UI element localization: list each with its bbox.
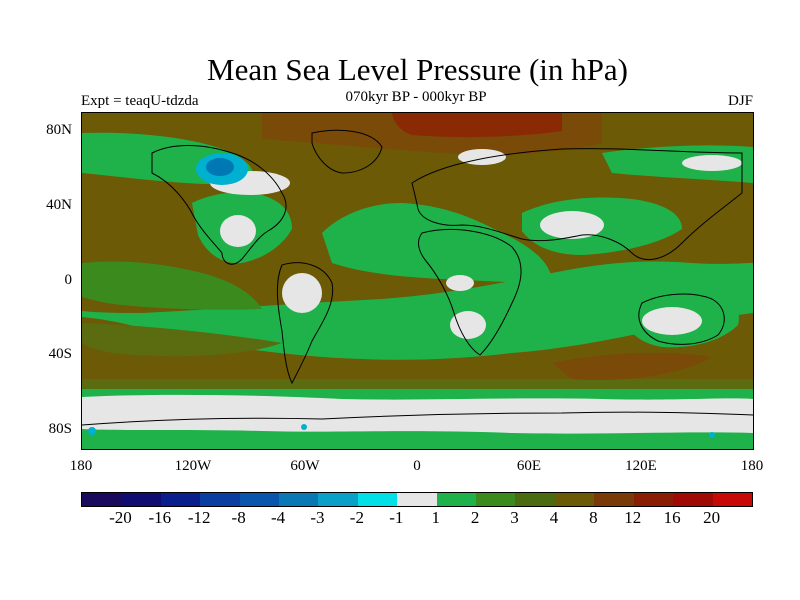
colorbar-segment (82, 493, 122, 506)
atlantic-green-tongue (322, 203, 552, 283)
colorbar-label: 2 (470, 508, 480, 527)
experiment-label: Expt = teaqU-tdzda (81, 93, 199, 109)
colorbar-segment (554, 493, 595, 506)
coast-south-america (276, 262, 334, 385)
coast-africa (418, 228, 522, 356)
coast-north-america (151, 145, 287, 265)
colorbar (81, 492, 753, 507)
colorbar-label: 12 (624, 508, 642, 527)
colorbar-label: 1 (431, 508, 440, 527)
neutral-patch-australia (642, 307, 702, 335)
neutral-patch-africa (450, 311, 486, 339)
lat-label-40s: 40S (48, 346, 72, 362)
colorbar-segment (594, 493, 634, 506)
colorbar-label: 3 (510, 508, 519, 527)
negative-patch-inner (206, 158, 234, 176)
arctic-rust (392, 113, 562, 138)
negative-patch-antarctic-3 (709, 432, 715, 438)
neutral-patch-asia (540, 211, 604, 239)
colorbar-label: -4 (270, 508, 286, 527)
neutral-patch-amazon (282, 273, 322, 313)
neutral-patch-northeast (682, 155, 742, 171)
negative-patch-antarctic-2 (301, 424, 307, 430)
lon-label-0: 0 (413, 458, 421, 474)
colorbar-label: -16 (148, 508, 172, 527)
lon-label-180w: 180 (69, 458, 93, 474)
colorbar-segment (357, 493, 398, 506)
colorbar-segment (515, 493, 555, 506)
northeast-green-arc (602, 145, 753, 183)
colorbar-label: 20 (703, 508, 721, 527)
colorbar-label: 8 (589, 508, 598, 527)
indian-brown (552, 352, 712, 381)
coast-greenland (311, 129, 383, 174)
colorbar-segment (633, 493, 674, 506)
colorbar-segment (712, 493, 752, 506)
colorbar-segment (239, 493, 280, 506)
southern-neutral-band (82, 394, 753, 434)
lat-label-40n: 40N (46, 197, 72, 213)
colorbar-segment (318, 493, 358, 506)
season-label: DJF (727, 93, 753, 109)
lon-label-120w: 120W (174, 458, 212, 474)
chart-title: Mean Sea Level Pressure (in hPa) (207, 52, 628, 87)
lon-label-120e: 120E (625, 458, 657, 474)
neutral-patch-mexico (220, 215, 256, 247)
lat-label-80s: 80S (48, 421, 72, 437)
colorbar-label: -20 (109, 508, 132, 527)
lon-label-180e: 180 (740, 458, 764, 474)
coastlines (82, 129, 753, 426)
coast-eurasia (411, 148, 743, 261)
colorbar-label: -2 (349, 508, 364, 527)
colorbar-label: 16 (663, 508, 681, 527)
colorbar-label: -12 (187, 508, 211, 527)
colorbar-label: -8 (231, 508, 246, 527)
colorbar-segment (476, 493, 516, 506)
colorbar-segment (121, 493, 161, 506)
negative-patch-antarctic-1 (88, 427, 96, 435)
colorbar-segment (279, 493, 319, 506)
lat-label-0: 0 (64, 272, 73, 288)
lon-label-60e: 60E (516, 458, 542, 474)
colorbar-segment (160, 493, 201, 506)
south-pacific-olive (82, 323, 282, 357)
map-canvas (82, 113, 753, 449)
neutral-patch-sahel (446, 275, 474, 291)
chart-subtitle: 070kyr BP - 000kyr BP (345, 89, 487, 105)
coast-antarctica (82, 411, 753, 426)
pressure-map (81, 112, 754, 450)
pacific-mid-green (82, 261, 262, 310)
colorbar-segment (673, 493, 713, 506)
colorbar-label: 4 (549, 508, 559, 527)
lat-label-80n: 80N (46, 122, 72, 138)
colorbar-segment (397, 493, 437, 506)
colorbar-label: -3 (310, 508, 325, 527)
colorbar-segment (200, 493, 240, 506)
tropical-green-belt (82, 261, 753, 360)
lon-label-60w: 60W (290, 458, 320, 474)
colorbar-label: -1 (389, 508, 404, 527)
coast-australia (638, 293, 725, 345)
colorbar-segment (436, 493, 477, 506)
